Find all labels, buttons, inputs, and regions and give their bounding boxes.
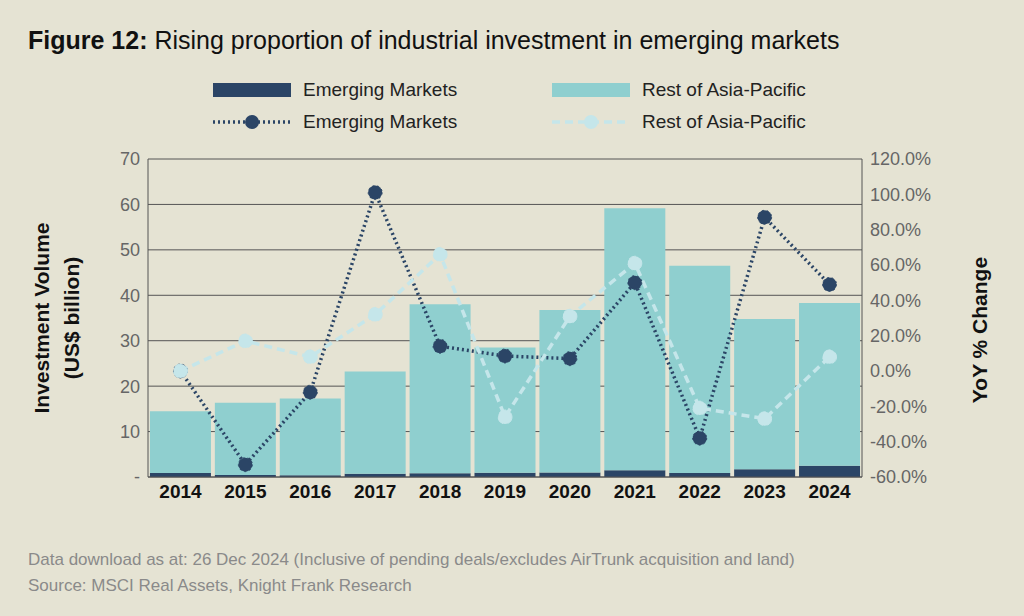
svg-text:0.0%: 0.0% [870,361,911,381]
html-text:Figure 12: Rising proportion o: Figure 12: Rising proportion of industri… [28,26,840,54]
html-text:Data download as at: 26 Dec 20: Data download as at: 26 Dec 2024 (Inclus… [28,550,795,569]
svg-text:70: 70 [120,149,140,169]
svg-text:20: 20 [120,377,140,397]
html-text:Source: MSCI Real Assets, Knig: Source: MSCI Real Assets, Knight Frank R… [28,576,412,595]
svg-text:30: 30 [120,331,140,351]
svg-text:2017: 2017 [354,481,396,502]
svg-text:2014: 2014 [159,481,202,502]
svg-text:-40.0%: -40.0% [870,432,927,452]
svg-text:50: 50 [120,240,140,260]
svg-text:2020: 2020 [549,481,591,502]
svg-text:2016: 2016 [289,481,331,502]
svg-text:-: - [134,467,140,487]
svg-text:40: 40 [120,286,140,306]
html-text:Emerging Markets: Emerging Markets [303,111,458,132]
svg-text:100.0%: 100.0% [870,185,931,205]
svg-text:80.0%: 80.0% [870,220,921,240]
svg-text:10: 10 [120,422,140,442]
svg-text:2022: 2022 [679,481,721,502]
html-text:YoY % Change: YoY % Change [968,256,991,404]
svg-text:60: 60 [120,195,140,215]
svg-text:-20.0%: -20.0% [870,397,927,417]
svg-text:2021: 2021 [614,481,657,502]
html-text:Rest of Asia-Pacific: Rest of Asia-Pacific [642,79,806,100]
svg-text:-60.0%: -60.0% [870,467,927,487]
html-text:Rest of Asia-Pacific: Rest of Asia-Pacific [642,111,806,132]
svg-text:20.0%: 20.0% [870,326,921,346]
svg-text:2019: 2019 [484,481,526,502]
svg-text:2015: 2015 [224,481,267,502]
svg-text:2018: 2018 [419,481,461,502]
html-text:Emerging Markets: Emerging Markets [303,79,458,100]
svg-text:120.0%: 120.0% [870,149,931,169]
svg-text:2024: 2024 [808,481,851,502]
svg-text:2023: 2023 [743,481,785,502]
html-text:Investment Volume (US$ billion: Investment Volume (US$ billion) [30,222,83,414]
svg-text:40.0%: 40.0% [870,291,921,311]
svg-text:60.0%: 60.0% [870,255,921,275]
